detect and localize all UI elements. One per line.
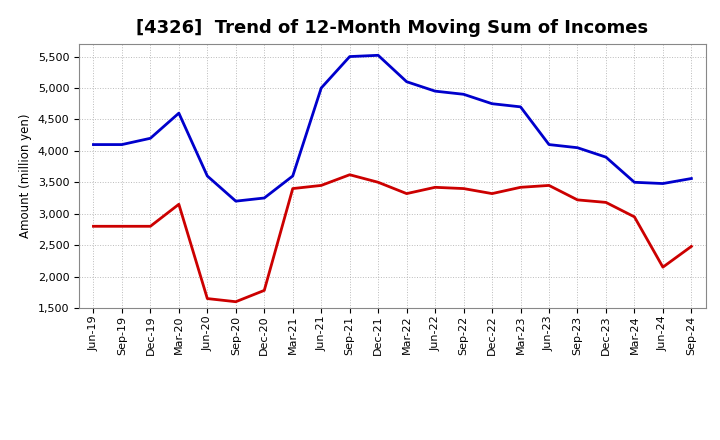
Ordinary Income [117, 142, 126, 147]
Title: [4326]  Trend of 12-Month Moving Sum of Incomes: [4326] Trend of 12-Month Moving Sum of I… [136, 19, 649, 37]
Line: Ordinary Income: Ordinary Income [94, 55, 691, 201]
Net Income [487, 191, 496, 196]
Ordinary Income [630, 180, 639, 185]
Ordinary Income [232, 198, 240, 204]
Net Income [317, 183, 325, 188]
Ordinary Income [146, 136, 155, 141]
Y-axis label: Amount (million yen): Amount (million yen) [19, 114, 32, 238]
Net Income [402, 191, 411, 196]
Ordinary Income [431, 88, 439, 94]
Line: Net Income: Net Income [94, 175, 691, 302]
Ordinary Income [317, 85, 325, 91]
Net Income [516, 185, 525, 190]
Net Income [117, 224, 126, 229]
Ordinary Income [659, 181, 667, 186]
Ordinary Income [346, 54, 354, 59]
Ordinary Income [374, 53, 382, 58]
Ordinary Income [687, 176, 696, 181]
Ordinary Income [289, 173, 297, 179]
Ordinary Income [203, 173, 212, 179]
Ordinary Income [602, 154, 611, 160]
Net Income [687, 244, 696, 249]
Ordinary Income [174, 110, 183, 116]
Net Income [260, 288, 269, 293]
Net Income [659, 264, 667, 270]
Ordinary Income [573, 145, 582, 150]
Ordinary Income [402, 79, 411, 84]
Ordinary Income [89, 142, 98, 147]
Net Income [89, 224, 98, 229]
Net Income [203, 296, 212, 301]
Net Income [289, 186, 297, 191]
Net Income [146, 224, 155, 229]
Ordinary Income [516, 104, 525, 110]
Net Income [232, 299, 240, 304]
Ordinary Income [487, 101, 496, 106]
Net Income [630, 214, 639, 220]
Net Income [431, 185, 439, 190]
Ordinary Income [459, 92, 468, 97]
Net Income [545, 183, 554, 188]
Net Income [174, 202, 183, 207]
Net Income [573, 197, 582, 202]
Net Income [374, 180, 382, 185]
Ordinary Income [545, 142, 554, 147]
Net Income [459, 186, 468, 191]
Net Income [346, 172, 354, 177]
Ordinary Income [260, 195, 269, 201]
Net Income [602, 200, 611, 205]
